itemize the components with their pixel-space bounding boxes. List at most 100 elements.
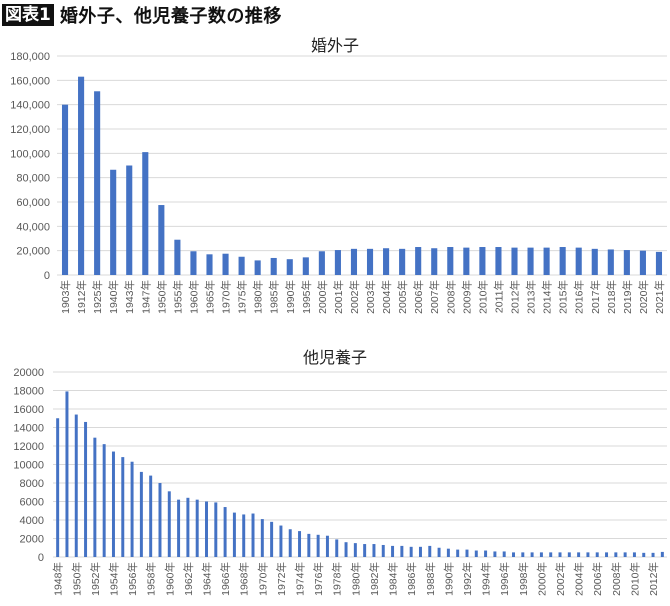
bar <box>206 254 213 275</box>
x-tick-label: 1960年 <box>163 562 176 596</box>
bar <box>61 104 69 276</box>
bar <box>639 250 646 275</box>
x-tick-label: 1970年 <box>256 562 269 596</box>
bar <box>655 251 663 275</box>
x-tick-label: 1960年 <box>187 280 200 314</box>
x-tick-label: 2000年 <box>316 280 329 314</box>
bar <box>205 501 208 557</box>
x-tick-label: 2015年 <box>557 280 570 314</box>
x-tick-label: 1976年 <box>312 562 325 596</box>
figure-title: 婚外子、他児養子数の推移 <box>59 6 282 27</box>
bar <box>260 519 264 557</box>
bar <box>254 260 261 275</box>
bar <box>102 444 106 557</box>
bar <box>399 248 406 275</box>
bar <box>149 475 153 557</box>
bar <box>660 551 664 557</box>
x-tick-label: 2011年 <box>492 280 505 313</box>
bar <box>158 483 162 557</box>
x-tick-label: 1903年 <box>59 280 72 314</box>
bar <box>350 248 358 275</box>
bar <box>446 548 450 557</box>
x-tick-label: 1962年 <box>182 562 195 596</box>
bar <box>632 552 636 557</box>
x-tick-label: 1925年 <box>91 280 104 314</box>
bar <box>431 248 438 275</box>
y-tick-label: 16000 <box>13 404 44 416</box>
x-tick-label: 2003年 <box>364 280 377 314</box>
bar <box>288 529 292 557</box>
y-tick-label: 180,000 <box>10 51 50 63</box>
bar <box>78 76 85 275</box>
x-tick-label: 1958年 <box>145 562 158 596</box>
bar <box>318 251 325 275</box>
x-tick-label: 1972年 <box>275 562 288 596</box>
bar <box>512 552 515 557</box>
y-tick-label: 8000 <box>20 478 44 490</box>
bar <box>549 552 553 557</box>
x-tick-label: 1978年 <box>331 562 344 596</box>
bar <box>415 247 422 275</box>
bar <box>623 552 627 557</box>
y-tick-label: 140,000 <box>10 100 50 112</box>
bar <box>158 205 165 275</box>
bar <box>543 247 550 275</box>
bar <box>74 414 78 557</box>
chart-plot: 0 20,000 40,000 60,000 80,000 100,000 120,000 1… <box>10 51 667 314</box>
x-tick-label: 1994年 <box>480 562 493 596</box>
x-tick-label: 1998年 <box>517 562 530 596</box>
bar <box>479 247 486 275</box>
bar <box>94 91 101 276</box>
y-tick-label: 10000 <box>13 460 44 472</box>
bar <box>121 457 125 557</box>
bar <box>400 545 404 557</box>
bar <box>223 507 227 557</box>
x-tick-label: 1940年 <box>107 280 120 314</box>
bar <box>511 247 518 275</box>
figure-badge: 図表1 <box>2 4 54 26</box>
x-tick-label: 2009年 <box>460 280 473 314</box>
x-tick-label: 1952年 <box>89 562 102 596</box>
bar <box>465 549 469 557</box>
bar <box>142 152 149 275</box>
bar <box>238 256 245 275</box>
bar <box>502 551 506 557</box>
bar <box>495 247 502 275</box>
x-tick-label: 1968年 <box>238 562 251 596</box>
x-tick-label: 2004年 <box>380 280 393 314</box>
bar <box>381 544 385 557</box>
y-tick-label: 6000 <box>20 497 44 509</box>
bar <box>110 169 117 275</box>
x-tick-label: 1954年 <box>107 562 120 596</box>
bar <box>539 552 543 557</box>
x-tick-label: 1990年 <box>284 280 297 314</box>
x-tick-label: 1950年 <box>70 562 83 596</box>
y-tick-label: 4000 <box>20 515 44 527</box>
bar <box>642 552 646 557</box>
x-tick-label: 1950年 <box>155 280 168 314</box>
x-tick-label: 2001年 <box>332 280 345 314</box>
x-tick-label: 1982年 <box>368 562 381 596</box>
bar <box>586 552 590 557</box>
x-tick-label: 1992年 <box>461 562 474 596</box>
x-tick-label: 2004年 <box>573 562 586 596</box>
bar <box>437 547 441 557</box>
x-tick-label: 2002年 <box>554 562 567 596</box>
bar <box>302 257 309 275</box>
bar <box>251 513 255 557</box>
x-tick-label: 1985年 <box>268 280 281 314</box>
bar <box>558 552 562 557</box>
y-tick-label: 120,000 <box>10 124 50 136</box>
x-tick-label: 1995年 <box>300 280 313 314</box>
bar <box>270 257 277 275</box>
x-tick-label: 1984年 <box>387 562 400 596</box>
y-tick-label: 20000 <box>13 367 44 379</box>
chart-extramarital-births: 婚外子 0 20,000 40,000 60,000 80,000 100,000 120,… <box>10 36 667 314</box>
x-tick-label: 2017年 <box>589 280 602 314</box>
y-tick-label: 2000 <box>20 534 44 546</box>
bar <box>298 531 302 557</box>
bar <box>222 253 229 275</box>
x-tick-label: 2007年 <box>428 280 441 314</box>
bar <box>605 552 609 557</box>
bar <box>409 546 413 557</box>
